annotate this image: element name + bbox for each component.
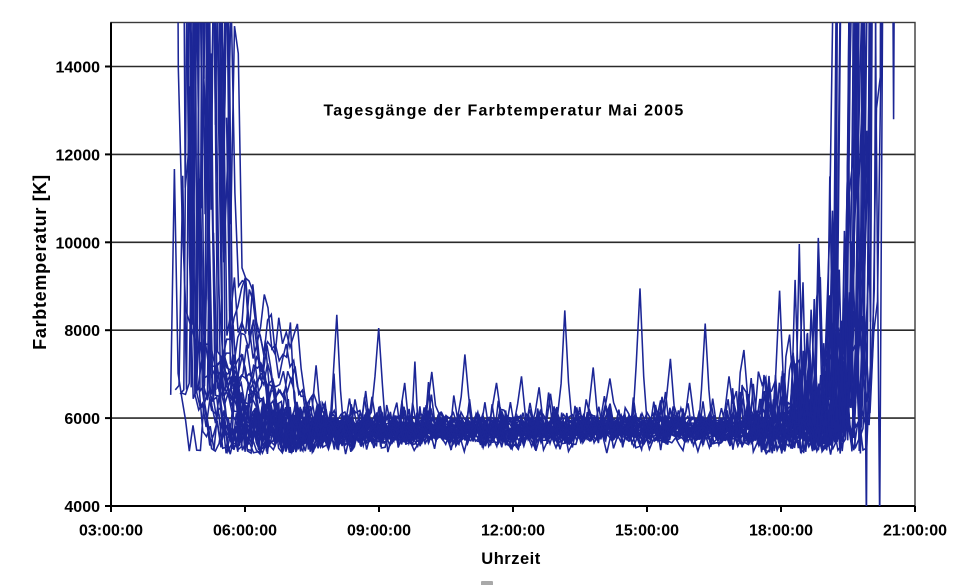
svg-text:8000: 8000 — [64, 323, 100, 340]
svg-text:03:00:00: 03:00:00 — [79, 523, 143, 540]
svg-text:06:00:00: 06:00:00 — [213, 523, 277, 540]
svg-text:Farbtemperatur [K]: Farbtemperatur [K] — [30, 174, 50, 350]
svg-text:4000: 4000 — [64, 499, 100, 516]
svg-text:21:00:00: 21:00:00 — [883, 523, 947, 540]
svg-text:09:00:00: 09:00:00 — [347, 523, 411, 540]
svg-text:6000: 6000 — [64, 411, 100, 428]
svg-text:18:00:00: 18:00:00 — [749, 523, 813, 540]
svg-text:10000: 10000 — [56, 235, 101, 252]
svg-text:12:00:00: 12:00:00 — [481, 523, 545, 540]
svg-text:14000: 14000 — [56, 60, 101, 77]
svg-text:Uhrzeit: Uhrzeit — [481, 550, 540, 568]
svg-text:15:00:00: 15:00:00 — [615, 523, 679, 540]
svg-text:12000: 12000 — [56, 147, 101, 164]
svg-text:Tagesgänge der Farbtemperatur: Tagesgänge der Farbtemperatur Mai 2005 — [324, 103, 685, 120]
